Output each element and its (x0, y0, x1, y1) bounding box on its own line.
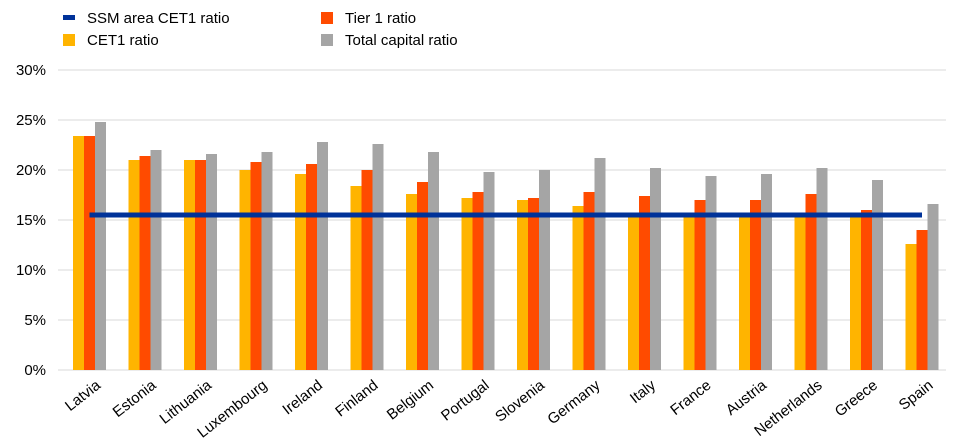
bar-cet1-ratio-lithuania (184, 160, 195, 370)
x-tick-label: Belgium (384, 377, 437, 424)
legend-swatch-ssm-area-cet1-ratio (63, 15, 75, 20)
bar-tier-1-ratio-ireland (306, 164, 317, 370)
y-tick-label: 25% (16, 112, 46, 129)
y-tick-label: 30% (16, 62, 46, 79)
bar-tier-1-ratio-germany (583, 192, 595, 370)
y-tick-label: 0% (24, 362, 46, 379)
bar-cet1-ratio-spain (905, 244, 917, 370)
bar-total-capital-ratio-portugal (483, 172, 495, 370)
bar-tier-1-ratio-france (694, 200, 706, 370)
bar-cet1-ratio-portugal (461, 198, 473, 370)
bar-total-capital-ratio-lithuania (206, 154, 217, 370)
x-tick-label: Finland (332, 377, 381, 421)
bar-tier-1-ratio-portugal (472, 192, 484, 370)
bar-cet1-ratio-latvia (73, 136, 84, 370)
bar-total-capital-ratio-finland (372, 144, 384, 370)
bar-tier-1-ratio-greece (861, 210, 872, 370)
bar-cet1-ratio-slovenia (517, 200, 528, 370)
x-tick-label: Portugal (438, 377, 492, 425)
bar-cet1-ratio-ireland (295, 174, 306, 370)
bar-tier-1-ratio-lithuania (195, 160, 206, 370)
legend-label-tier-1-ratio: Tier 1 ratio (345, 10, 416, 27)
x-tick-label: Spain (896, 377, 937, 414)
x-tick-label: France (667, 377, 714, 419)
x-tick-label: Ireland (279, 377, 326, 419)
bar-cet1-ratio-netherlands (794, 214, 806, 370)
x-tick-label: Italy (627, 376, 660, 407)
bar-tier-1-ratio-slovenia (528, 198, 539, 370)
legend-swatch-total-capital-ratio (321, 34, 333, 46)
bars (73, 122, 939, 370)
bar-tier-1-ratio-luxembourg (250, 162, 262, 370)
bar-cet1-ratio-belgium (406, 194, 417, 370)
legend-swatch-cet1-ratio (63, 34, 75, 46)
y-axis: 0% 5% 10% 15% 20% 25% 30% (16, 62, 46, 379)
bar-tier-1-ratio-finland (361, 170, 373, 370)
bar-total-capital-ratio-belgium (428, 152, 439, 370)
legend-label-cet1-ratio: CET1 ratio (87, 32, 159, 49)
bar-cet1-ratio-austria (739, 214, 750, 370)
bar-tier-1-ratio-italy (639, 196, 650, 370)
bar-tier-1-ratio-estonia (139, 156, 151, 370)
bar-total-capital-ratio-estonia (150, 150, 162, 370)
x-tick-label: Latvia (62, 376, 105, 414)
bar-total-capital-ratio-france (705, 176, 717, 370)
bar-tier-1-ratio-belgium (417, 182, 428, 370)
bar-total-capital-ratio-luxembourg (261, 152, 273, 370)
bar-total-capital-ratio-italy (650, 168, 661, 370)
x-tick-label: Estonia (110, 376, 160, 421)
bar-cet1-ratio-finland (350, 186, 362, 370)
bar-total-capital-ratio-slovenia (539, 170, 550, 370)
legend-swatch-tier-1-ratio (321, 12, 333, 24)
bar-total-capital-ratio-spain (927, 204, 939, 370)
legend-label-total-capital-ratio: Total capital ratio (345, 32, 458, 49)
bar-tier-1-ratio-austria (750, 200, 761, 370)
bar-cet1-ratio-france (683, 214, 695, 370)
bar-total-capital-ratio-greece (872, 180, 883, 370)
bar-cet1-ratio-germany (572, 206, 584, 370)
bar-tier-1-ratio-spain (916, 230, 928, 370)
x-tick-label: Germany (544, 376, 603, 428)
bar-cet1-ratio-estonia (128, 160, 140, 370)
bar-cet1-ratio-greece (850, 214, 861, 370)
bar-cet1-ratio-italy (628, 214, 639, 370)
y-tick-label: 5% (24, 312, 46, 329)
bar-cet1-ratio-luxembourg (239, 170, 251, 370)
bar-tier-1-ratio-latvia (84, 136, 95, 370)
x-tick-label: Austria (723, 376, 771, 419)
bar-total-capital-ratio-ireland (317, 142, 328, 370)
y-tick-label: 10% (16, 262, 46, 279)
bar-total-capital-ratio-germany (594, 158, 606, 370)
bar-tier-1-ratio-netherlands (805, 194, 817, 370)
legend-label-ssm-area-cet1-ratio: SSM area CET1 ratio (87, 10, 230, 27)
legend: SSM area CET1 ratio CET1 ratio Tier 1 rati… (63, 10, 458, 49)
x-tick-label: Greece (832, 377, 881, 421)
bar-total-capital-ratio-netherlands (816, 168, 828, 370)
bar-total-capital-ratio-latvia (95, 122, 106, 370)
bar-total-capital-ratio-austria (761, 174, 772, 370)
x-tick-label: Slovenia (492, 376, 548, 425)
y-tick-label: 15% (16, 212, 46, 229)
y-tick-label: 20% (16, 162, 46, 179)
